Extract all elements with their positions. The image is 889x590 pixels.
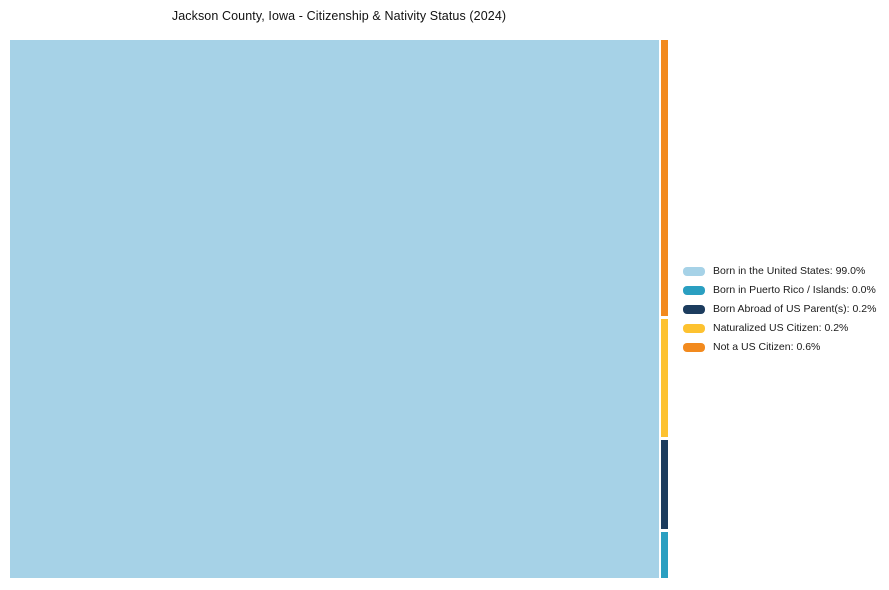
legend-swatch — [683, 266, 705, 276]
legend-label: Naturalized US Citizen: 0.2% — [713, 322, 849, 334]
treemap-plot — [10, 40, 668, 578]
legend-label: Born in Puerto Rico / Islands: 0.0% — [713, 284, 876, 296]
legend-label: Born in the United States: 99.0% — [713, 265, 866, 277]
treemap-cell-born-in-puerto-rico-islands[interactable] — [661, 531, 668, 578]
legend-item-naturalized-us-citizen[interactable]: Naturalized US Citizen: 0.2% — [683, 322, 876, 334]
treemap-minority-strip — [661, 40, 668, 578]
treemap-cell-born-in-the-united-states[interactable] — [10, 40, 659, 578]
treemap-cell-not-a-us-citizen[interactable] — [661, 40, 668, 316]
legend-item-born-in-puerto-rico-islands[interactable]: Born in Puerto Rico / Islands: 0.0% — [683, 284, 876, 296]
treemap-cell-born-abroad-of-us-parent-s[interactable] — [661, 440, 668, 529]
legend-swatch — [683, 304, 705, 314]
legend-swatch — [683, 342, 705, 352]
legend-item-not-a-us-citizen[interactable]: Not a US Citizen: 0.6% — [683, 341, 876, 353]
chart-title: Jackson County, Iowa - Citizenship & Nat… — [171, 9, 507, 23]
legend: Born in the United States: 99.0% Born in … — [683, 265, 876, 353]
legend-item-born-in-the-united-states[interactable]: Born in the United States: 99.0% — [683, 265, 876, 277]
treemap-cell-naturalized-us-citizen[interactable] — [661, 318, 668, 438]
legend-label: Not a US Citizen: 0.6% — [713, 341, 821, 353]
legend-swatch — [683, 285, 705, 295]
legend-item-born-abroad-of-us-parent-s[interactable]: Born Abroad of US Parent(s): 0.2% — [683, 303, 876, 315]
legend-label: Born Abroad of US Parent(s): 0.2% — [713, 303, 877, 315]
legend-swatch — [683, 323, 705, 333]
